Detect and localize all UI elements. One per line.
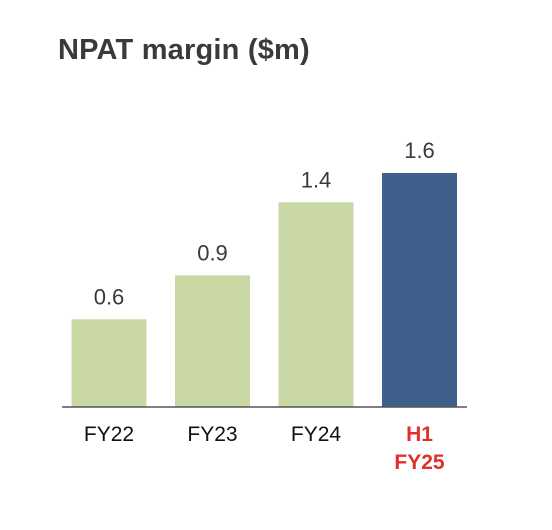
data-label: 1.6 — [404, 138, 435, 163]
chart-title: NPAT margin ($m) — [58, 34, 310, 66]
bar-fy24 — [278, 202, 354, 408]
bar-fy23 — [175, 275, 250, 407]
x-tick-label: H1 — [406, 423, 433, 446]
x-tick-label: FY25 — [394, 451, 445, 474]
data-label: 1.4 — [301, 167, 332, 192]
x-tick-label: FY22 — [84, 423, 134, 446]
data-label: 0.6 — [94, 284, 125, 309]
bar-fy22 — [71, 319, 147, 408]
x-tick-label: FY24 — [291, 423, 342, 446]
bar-h1-fy25 — [382, 173, 457, 407]
x-tick-label: FY23 — [187, 423, 237, 446]
data-label: 0.9 — [197, 240, 228, 265]
